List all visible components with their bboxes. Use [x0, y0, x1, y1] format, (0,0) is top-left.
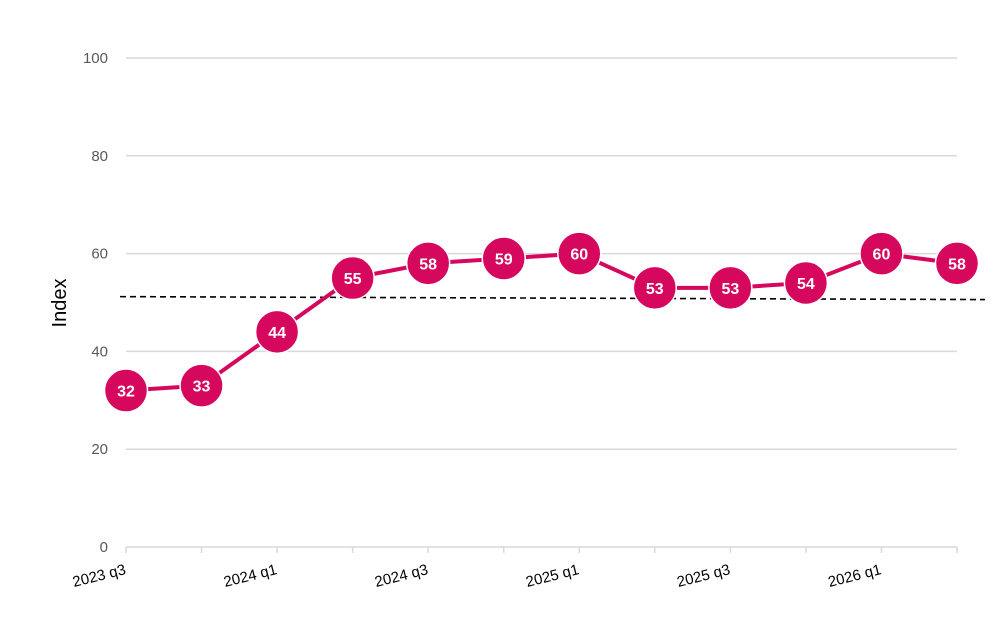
- data-point: [859, 231, 904, 276]
- data-point: [103, 368, 149, 413]
- data-label: 32: [117, 384, 135, 401]
- data-point: [632, 265, 678, 311]
- y-tick-label: 100: [83, 50, 108, 67]
- data-point: [934, 241, 980, 286]
- data-point: [179, 363, 224, 408]
- data-point: [330, 255, 375, 301]
- data-label: 58: [419, 256, 437, 273]
- data-label: 55: [344, 271, 362, 288]
- data-label: 58: [948, 256, 966, 273]
- data-label: 60: [570, 247, 588, 264]
- x-tick-label: 2025 q1: [524, 561, 581, 591]
- data-point: [557, 231, 602, 276]
- data-label: 44: [268, 325, 286, 342]
- data-point: [254, 309, 300, 355]
- data-label: 33: [193, 379, 211, 396]
- series-line: [125, 251, 958, 393]
- series-layer: 32 33 44 55 58 59 60 53 53 54 60 58: [103, 231, 980, 413]
- y-tick-label: 60: [91, 246, 108, 263]
- data-label: 60: [873, 247, 891, 264]
- data-point: [481, 236, 526, 281]
- x-tick-label: 2023 q3: [71, 561, 128, 591]
- x-tick-label: 2024 q3: [373, 561, 430, 591]
- data-point: [708, 265, 753, 311]
- x-axis: [125, 546, 958, 553]
- data-label: 54: [797, 276, 815, 293]
- x-tick-label: 2024 q1: [222, 561, 279, 591]
- x-tick-label: 2025 q3: [675, 561, 732, 591]
- reference-line: [119, 295, 986, 301]
- gridlines: [126, 57, 957, 450]
- reference-line-layer: [119, 295, 986, 301]
- y-tick-label: 20: [91, 441, 108, 458]
- data-label: 53: [646, 281, 664, 298]
- x-tick-label: 2026 q1: [826, 561, 883, 591]
- y-axis-tick-labels: 0 20 40 60 80 100: [83, 50, 108, 556]
- y-axis-label: Index: [49, 279, 71, 328]
- data-label: 59: [495, 251, 513, 268]
- y-tick-label: 40: [91, 343, 108, 360]
- x-axis-tick-labels: 2023 q3 2024 q1 2024 q3 2025 q1 2025 q3 2026 …: [71, 561, 883, 591]
- data-label: 53: [721, 281, 739, 298]
- data-point: [783, 260, 829, 306]
- y-tick-label: 80: [91, 148, 108, 165]
- data-point: [405, 241, 451, 286]
- y-tick-label: 0: [100, 539, 108, 556]
